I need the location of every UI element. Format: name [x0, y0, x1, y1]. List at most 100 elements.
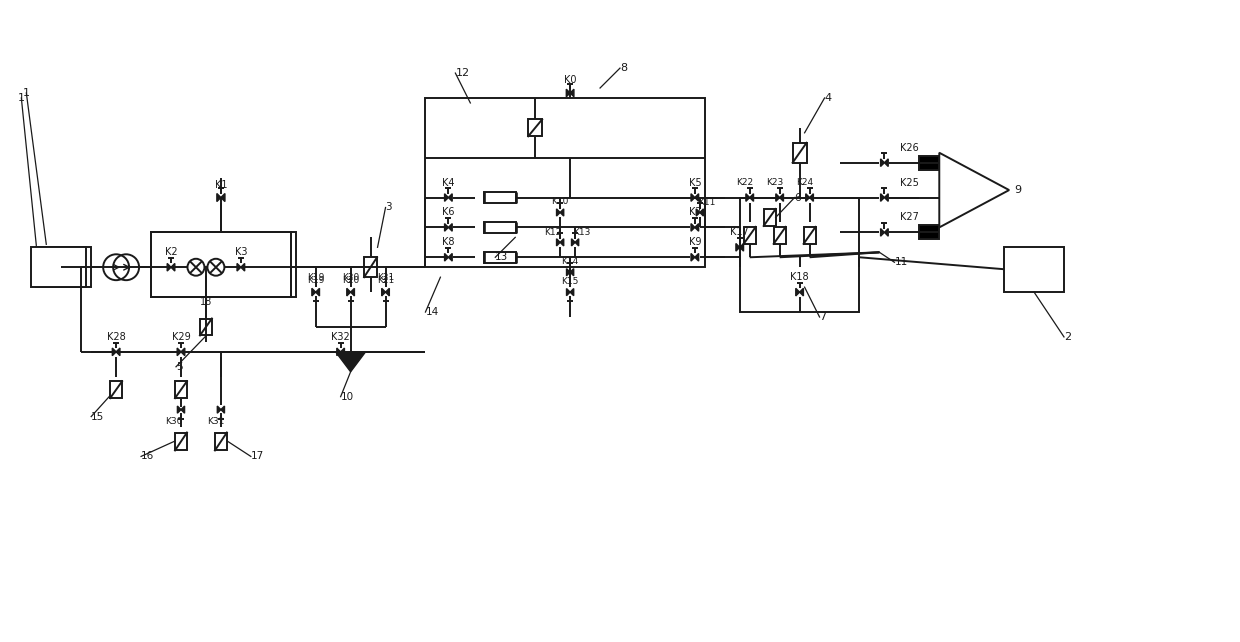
Bar [804, 227, 816, 244]
Polygon shape [221, 193, 224, 202]
Polygon shape [117, 348, 120, 356]
Bar [425, 98, 704, 267]
Bar [175, 433, 187, 451]
Text: 4: 4 [825, 93, 832, 103]
Polygon shape [167, 263, 171, 271]
Text: 13: 13 [495, 252, 508, 263]
Polygon shape [806, 194, 810, 202]
Text: K27: K27 [900, 213, 919, 222]
Bar [1004, 247, 1064, 292]
Polygon shape [750, 194, 754, 202]
Text: K0: K0 [564, 75, 577, 85]
Polygon shape [570, 268, 574, 276]
Text: K20: K20 [342, 273, 360, 282]
Polygon shape [449, 194, 453, 202]
Text: K31: K31 [207, 417, 224, 426]
Text: K4: K4 [443, 178, 455, 187]
Polygon shape [696, 209, 699, 216]
Text: 11: 11 [894, 257, 908, 267]
Text: K25: K25 [900, 178, 919, 187]
Text: K15: K15 [562, 277, 579, 286]
Bar [485, 192, 516, 203]
Polygon shape [796, 288, 800, 296]
Polygon shape [880, 194, 884, 202]
Text: K1: K1 [215, 180, 227, 189]
Text: 14: 14 [425, 307, 439, 317]
Text: K21: K21 [377, 273, 394, 282]
Text: 10: 10 [341, 392, 353, 402]
Text: K6: K6 [443, 207, 455, 218]
Polygon shape [221, 406, 224, 413]
Bar [485, 222, 516, 233]
Text: K3: K3 [234, 247, 247, 257]
Text: K8: K8 [443, 238, 455, 247]
Polygon shape [557, 209, 560, 216]
Text: 7: 7 [820, 312, 827, 322]
Polygon shape [880, 229, 884, 236]
Polygon shape [316, 288, 320, 296]
Text: K11: K11 [698, 198, 715, 207]
Polygon shape [810, 194, 813, 202]
Polygon shape [386, 288, 389, 296]
Text: K10: K10 [552, 197, 569, 206]
Polygon shape [780, 194, 784, 202]
Polygon shape [570, 89, 574, 97]
Text: K2: K2 [165, 247, 177, 257]
Bar [774, 227, 786, 244]
Text: 18: 18 [200, 297, 212, 307]
Polygon shape [694, 194, 698, 202]
Polygon shape [449, 223, 453, 231]
Text: K32: K32 [331, 332, 350, 342]
Polygon shape [880, 159, 884, 166]
Text: K17: K17 [730, 227, 749, 238]
Bar [919, 225, 939, 239]
Polygon shape [557, 239, 560, 246]
Polygon shape [884, 159, 888, 166]
Polygon shape [560, 209, 564, 216]
Text: K22: K22 [737, 178, 753, 187]
Polygon shape [740, 243, 744, 251]
Polygon shape [336, 352, 366, 372]
Polygon shape [776, 194, 780, 202]
Polygon shape [691, 223, 694, 231]
Polygon shape [351, 288, 355, 296]
Polygon shape [691, 194, 694, 202]
Text: K21: K21 [377, 275, 394, 284]
Polygon shape [382, 288, 386, 296]
Bar [919, 156, 939, 169]
Text: 3: 3 [386, 202, 392, 213]
Polygon shape [691, 254, 694, 261]
Bar [485, 252, 516, 263]
Text: K23: K23 [766, 178, 784, 187]
Text: K19: K19 [308, 273, 325, 282]
Bar [200, 318, 212, 335]
Polygon shape [699, 209, 703, 216]
Text: K19: K19 [308, 275, 325, 284]
Text: 17: 17 [250, 451, 264, 462]
Text: K30: K30 [165, 417, 182, 426]
Text: K24: K24 [796, 178, 813, 187]
Polygon shape [567, 288, 570, 296]
Bar [528, 119, 542, 136]
Bar [31, 247, 87, 287]
Bar [175, 381, 187, 398]
Bar [792, 143, 806, 162]
Text: K13: K13 [573, 228, 590, 237]
Polygon shape [694, 223, 698, 231]
Polygon shape [181, 406, 185, 413]
Text: K28: K28 [107, 332, 125, 342]
Text: 1: 1 [17, 93, 25, 103]
Polygon shape [171, 263, 175, 271]
Polygon shape [341, 348, 345, 356]
Text: 15: 15 [92, 412, 104, 422]
Polygon shape [177, 348, 181, 356]
Polygon shape [449, 254, 453, 261]
Polygon shape [735, 243, 740, 251]
Text: K29: K29 [171, 332, 191, 342]
Text: K12: K12 [544, 228, 562, 237]
Text: K7: K7 [688, 207, 701, 218]
Text: K26: K26 [900, 143, 919, 153]
Polygon shape [575, 239, 579, 246]
Polygon shape [237, 263, 241, 271]
Polygon shape [567, 268, 570, 276]
